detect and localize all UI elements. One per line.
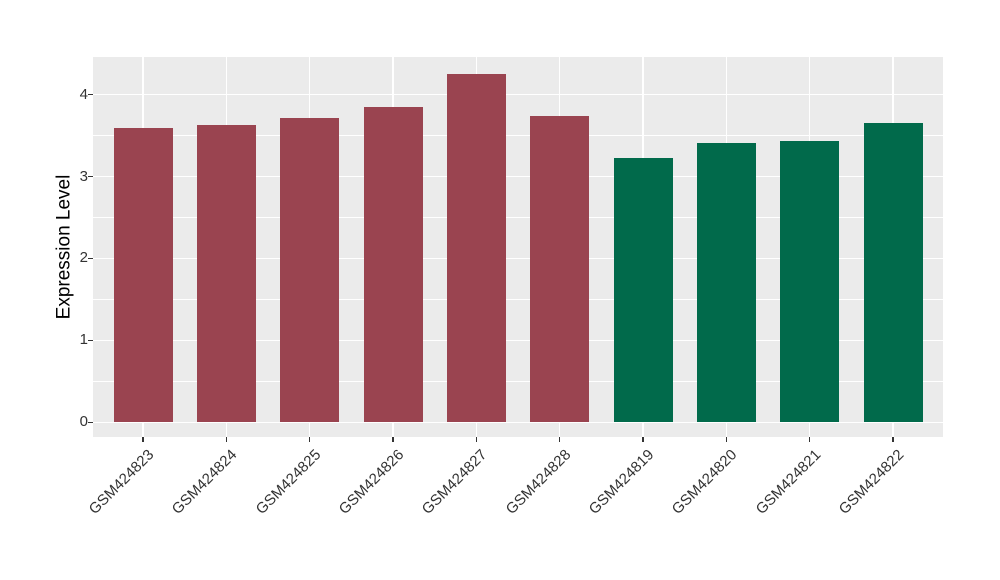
x-tick-label: GSM424823: [85, 446, 158, 518]
y-tick-label: 3: [79, 167, 88, 185]
x-tick-label: GSM424820: [669, 446, 741, 518]
bar-GSM424821: [780, 140, 840, 423]
gridline-major: [93, 421, 943, 423]
x-tick-label: GSM424828: [502, 446, 574, 518]
bar-GSM424823: [113, 128, 173, 423]
bar-GSM424828: [530, 115, 590, 423]
y-tick-label: 2: [79, 249, 88, 267]
x-tick-mark: [642, 437, 644, 442]
bar-GSM424827: [446, 74, 506, 423]
x-tick-mark: [142, 437, 144, 442]
gridline-minor: [93, 380, 943, 382]
x-tick-label: GSM424821: [752, 446, 824, 518]
x-tick-mark: [392, 437, 394, 442]
y-tick-mark: [88, 421, 93, 423]
gridline-minor: [93, 217, 943, 219]
y-tick-label: 1: [79, 331, 88, 349]
x-tick-mark: [808, 437, 811, 442]
y-tick-mark: [88, 339, 93, 342]
x-tick-label: GSM424819: [585, 446, 658, 518]
gridline-major: [93, 175, 943, 178]
y-tick-label: 0: [79, 413, 88, 431]
x-tick-label: GSM424822: [835, 446, 908, 518]
x-tick-mark: [725, 437, 728, 442]
y-tick-label: 4: [79, 85, 88, 103]
x-tick-mark: [558, 437, 561, 442]
bar-GSM424825: [280, 118, 340, 423]
x-tick-label: GSM424826: [335, 446, 408, 518]
gridline-major: [93, 93, 943, 96]
x-tick-mark: [225, 437, 228, 442]
bar-GSM424824: [196, 124, 256, 423]
gridline-major: [93, 339, 943, 342]
x-tick-label: GSM424825: [252, 446, 324, 518]
y-tick-mark: [88, 257, 93, 260]
gridline-minor: [93, 135, 943, 137]
x-tick-label: GSM424824: [169, 446, 241, 518]
bar-GSM424820: [696, 142, 756, 423]
bar-GSM424819: [613, 157, 673, 423]
x-tick-mark: [308, 437, 311, 442]
y-tick-mark: [88, 93, 93, 96]
bar-GSM424826: [363, 106, 423, 423]
x-tick-mark: [475, 437, 478, 442]
y-tick-mark: [88, 175, 93, 178]
x-tick-mark: [892, 437, 894, 442]
y-axis-title: Expression Level: [53, 174, 75, 320]
gridline-minor: [93, 299, 943, 300]
gridline-major: [93, 257, 943, 260]
x-tick-label: GSM424827: [419, 446, 491, 518]
plot-panel: [93, 57, 943, 437]
y-axis: Expression Level: [50, 57, 78, 437]
bar-GSM424822: [863, 123, 923, 423]
